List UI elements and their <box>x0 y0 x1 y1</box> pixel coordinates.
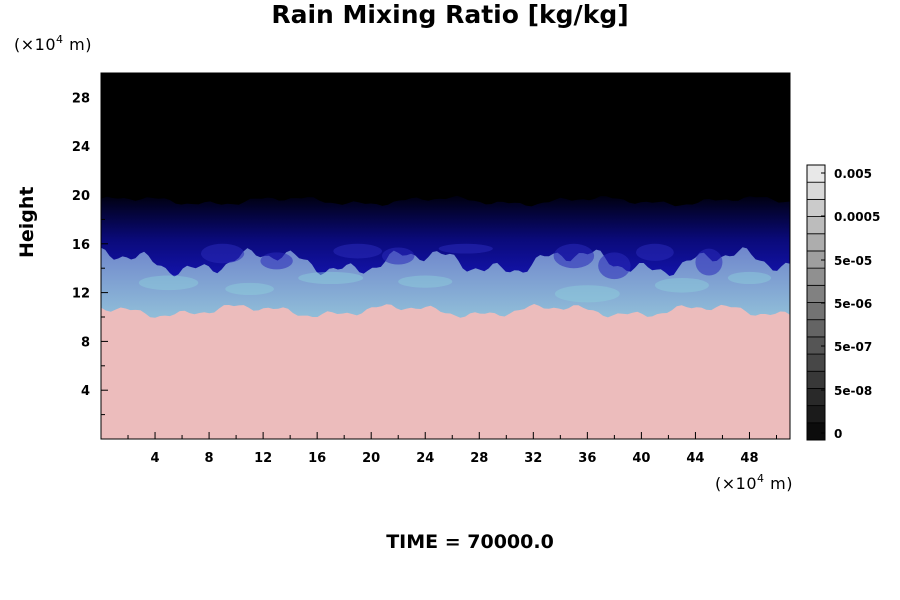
turbulent-eddy <box>695 248 723 276</box>
turbulent-eddy <box>438 243 493 254</box>
y-tick-label: 4 <box>81 384 90 399</box>
turbulent-eddy <box>553 243 595 269</box>
colorbar-label: 5e-06 <box>834 297 872 311</box>
cloud-wisp <box>398 275 453 288</box>
turbulent-eddy <box>333 243 383 259</box>
colorbar-label: 0.0005 <box>834 210 880 224</box>
cloud-wisp <box>654 277 709 293</box>
turbulent-eddy <box>598 252 631 280</box>
x-tick-label: 48 <box>740 451 758 466</box>
y-tick-label: 8 <box>81 335 90 350</box>
chart-title: Rain Mixing Ratio [kg/kg] <box>271 0 629 29</box>
y-axis-unit: (×104 m) <box>14 33 92 54</box>
colorbar-cell <box>806 405 826 424</box>
x-tick-label: 20 <box>362 451 380 466</box>
x-tick-label: 4 <box>151 451 160 466</box>
colorbar-cell <box>806 319 826 338</box>
cloud-wisp <box>298 271 364 285</box>
x-tick-label: 32 <box>524 451 542 466</box>
turbulent-eddy <box>382 247 415 265</box>
cloud-wisp <box>138 275 199 291</box>
colorbar-cell <box>806 388 826 407</box>
colorbar-cell <box>806 198 826 217</box>
turbulent-eddy <box>200 243 245 264</box>
colorbar-cell <box>806 267 826 286</box>
y-tick-label: 20 <box>72 189 90 204</box>
colorbar-cell <box>806 233 826 252</box>
colorbar-label: 5e-05 <box>834 254 872 268</box>
x-axis-unit: (×104 m) <box>715 472 793 493</box>
x-tick-label: 16 <box>308 451 326 466</box>
colorbar-cell <box>806 181 826 200</box>
colorbar-label: 0 <box>834 427 842 441</box>
time-label: TIME = 70000.0 <box>386 531 554 553</box>
turbulent-eddy <box>635 243 674 261</box>
x-tick-label: 40 <box>632 451 650 466</box>
x-tick-label: 36 <box>578 451 596 466</box>
x-tick-label: 24 <box>416 451 434 466</box>
colorbar-label: 5e-07 <box>834 340 872 354</box>
colorbar-cell <box>806 216 826 235</box>
y-tick-label: 28 <box>72 91 90 106</box>
colorbar-cell <box>806 353 826 372</box>
turbulent-eddy <box>260 252 293 270</box>
cloud-wisp <box>554 285 620 303</box>
colorbar-cell <box>806 164 826 183</box>
y-tick-label: 16 <box>72 238 90 253</box>
cloud-wisp <box>225 282 274 296</box>
colorbar-cell <box>806 422 826 441</box>
colorbar: 0.005 0.0005 5e-05 5e-06 5e-07 5e-08 0 <box>806 164 880 441</box>
plot-frame <box>100 72 791 440</box>
colorbar-label: 5e-08 <box>834 384 872 398</box>
x-tick-label: 12 <box>254 451 272 466</box>
plot-area <box>101 73 790 439</box>
y-tick-label: 12 <box>72 287 90 302</box>
x-tick-label: 28 <box>470 451 488 466</box>
lower-layer <box>101 304 790 439</box>
colorbar-cell <box>806 370 826 389</box>
colorbar-cell <box>806 302 826 321</box>
y-tick-label: 24 <box>72 140 90 155</box>
colorbar-cell <box>806 284 826 303</box>
cloud-wisp <box>727 271 772 285</box>
colorbar-cell <box>806 336 826 355</box>
colorbar-label: 0.005 <box>834 167 872 181</box>
x-tick-label: 44 <box>686 451 704 466</box>
x-tick-label: 8 <box>205 451 214 466</box>
